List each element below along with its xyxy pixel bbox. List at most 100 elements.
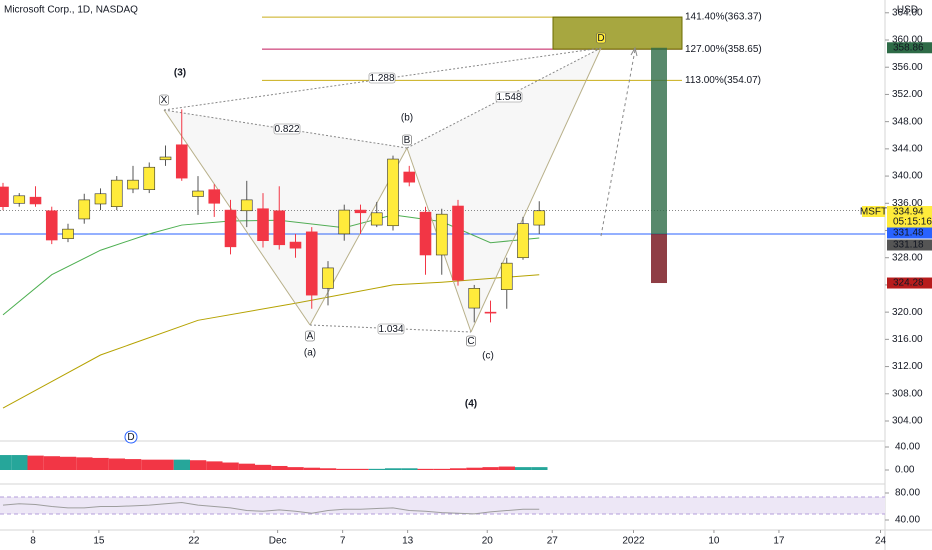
y-tick-label: 336.00 [892, 198, 923, 209]
histogram-bar [43, 456, 60, 470]
profit-zone [651, 47, 667, 235]
moving-average [2, 214, 540, 316]
point-label: A [307, 331, 314, 342]
histogram-bar [433, 468, 450, 470]
histogram-bar [11, 455, 28, 470]
y-tick-label: 304.00 [892, 416, 923, 427]
x-tick-label: 7 [340, 536, 346, 547]
price-tag [887, 206, 932, 228]
ratio-box [377, 323, 405, 335]
projection-arrow [600, 49, 636, 237]
point-label: X [161, 95, 168, 106]
x-tick-label: 20 [482, 536, 494, 547]
point-label: B [404, 135, 411, 146]
histogram-bar [336, 468, 353, 470]
histogram-bar [466, 467, 483, 470]
y-tick-label: 320.00 [892, 307, 923, 318]
arrow-head [630, 46, 638, 57]
candle-body [273, 210, 286, 246]
event-marker [124, 430, 138, 444]
ratio-label: 1.288 [369, 73, 394, 84]
candle-body [240, 199, 253, 212]
candle-body [29, 196, 42, 205]
y-tick-label: 356.00 [892, 62, 923, 73]
histogram-bar [157, 459, 174, 470]
y-tick-label: 0.00 [895, 465, 915, 476]
y-tick-label: 40.00 [895, 442, 920, 453]
candle-body [435, 213, 448, 256]
price-tag [887, 227, 932, 239]
y-tick-label: 360.00 [892, 35, 923, 46]
candle-body [45, 210, 58, 241]
histogram-bar [173, 459, 190, 470]
histogram-bar [92, 457, 109, 470]
candle-body [192, 190, 204, 197]
histogram-bar [482, 467, 499, 470]
wave-label: (3) [174, 68, 186, 79]
point-box [305, 330, 315, 342]
countdown: 05:15:16 [893, 217, 932, 228]
candle-body [224, 209, 237, 248]
candle-body [354, 209, 367, 214]
candle-body [175, 144, 188, 179]
price-tag-label: 331.18 [893, 240, 924, 251]
y-tick-label: 364.00 [892, 7, 923, 18]
histogram-bar [76, 457, 93, 470]
histogram-bar [190, 460, 207, 470]
price-tag-label: 331.48 [893, 228, 924, 239]
candle-body [110, 179, 123, 207]
price-tag-label: 334.94 [893, 207, 924, 218]
wave-label: (a) [304, 348, 316, 359]
candle-body [13, 195, 26, 204]
histogram-bar [206, 461, 223, 470]
histogram-bar [287, 467, 304, 470]
wave-label: (4) [465, 399, 477, 410]
histogram-bar [125, 459, 142, 470]
y-tick-label: 344.00 [892, 143, 923, 154]
x-tick-label: 10 [708, 536, 720, 547]
chart-title: Microsoft Corp., 1D, NASDAQ [4, 5, 138, 16]
wave-label: (c) [482, 351, 494, 362]
ratio-box [495, 91, 523, 103]
histogram-bar [401, 468, 418, 470]
candle-body [257, 208, 269, 242]
y-tick-label: 348.00 [892, 116, 923, 127]
y-tick-label: 80.00 [895, 488, 920, 499]
target-zone [552, 16, 683, 50]
candle-body [419, 211, 432, 256]
candle-body [208, 189, 221, 204]
histogram-bar [515, 467, 532, 470]
point-label: C [467, 336, 474, 347]
price-tag [887, 277, 932, 289]
event-label: D [127, 432, 134, 443]
candle-body [0, 186, 9, 207]
histogram-bar [385, 468, 402, 470]
candle-body [289, 241, 302, 249]
histogram-bar [222, 462, 239, 470]
histogram-bar [303, 467, 320, 470]
candle-body [500, 262, 513, 290]
x-tick-label: 27 [547, 536, 559, 547]
candle-body [403, 171, 416, 183]
histogram-bar [0, 455, 12, 470]
y-tick-label: 340.00 [892, 171, 923, 182]
histogram-bar [320, 468, 337, 470]
histogram-bar [60, 456, 77, 470]
x-tick-label: 2022 [622, 536, 645, 547]
candle-body [78, 199, 91, 220]
histogram-bar [498, 466, 515, 470]
candle-body [484, 311, 497, 314]
price-tag-label: 324.28 [893, 278, 924, 289]
fib-label: 127.00%(358.65) [685, 44, 762, 55]
x-tick-label: 13 [402, 536, 414, 547]
histogram-bar [108, 458, 125, 470]
y-tick-label: 352.00 [892, 89, 923, 100]
x-tick-label: 17 [773, 536, 785, 547]
point-box [159, 94, 169, 106]
oscillator-line [2, 501, 540, 515]
y-tick-label: 40.00 [895, 515, 920, 526]
y-tick-label: 308.00 [892, 388, 923, 399]
ratio-label: 1.034 [378, 324, 403, 335]
histogram-bar [531, 467, 548, 470]
pattern-line [163, 109, 311, 326]
